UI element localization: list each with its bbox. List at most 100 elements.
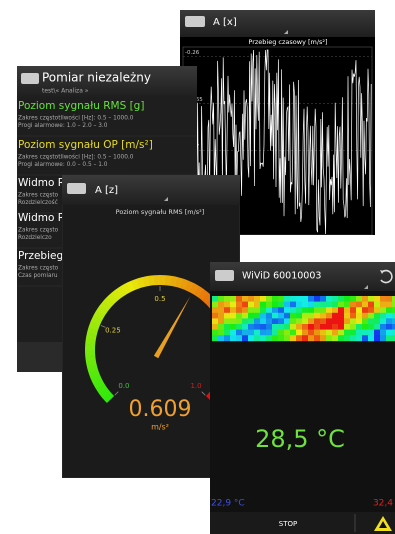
thermal-cell: [218, 330, 224, 336]
thermal-cell: [284, 313, 290, 319]
thermal-cell: [266, 330, 272, 336]
thermal-cell: [302, 335, 308, 341]
thermal-cell: [242, 324, 248, 330]
thermal-cell: [302, 330, 308, 336]
thermal-cell: [362, 307, 368, 313]
y-tick-label: -0.26: [185, 50, 200, 56]
thermal-cell: [374, 330, 380, 336]
item-title: Widmo R: [18, 177, 65, 189]
header-bar: [62, 175, 240, 205]
thermal-cell: [332, 335, 338, 341]
gauge-tick-label: 0.0: [118, 382, 129, 390]
thermal-cell: [368, 324, 374, 330]
thermal-cell: [296, 307, 302, 313]
app-icon: [215, 270, 234, 281]
thermal-cell: [386, 330, 392, 336]
gauge-tick-label: 1.0: [190, 382, 201, 390]
thermal-cell: [356, 318, 362, 324]
thermal-cell: [230, 324, 236, 330]
thermal-cell: [218, 318, 224, 324]
thermal-cell: [326, 318, 332, 324]
thermal-cell: [386, 318, 392, 324]
thermal-cell: [314, 302, 320, 308]
thermal-cell: [236, 335, 242, 341]
gauge-arc: [115, 293, 120, 297]
gauge-arc: [95, 318, 97, 323]
thermal-cell: [368, 313, 374, 319]
thermal-cell: [326, 330, 332, 336]
thermal-cell: [248, 307, 254, 313]
gauge-arc: [91, 333, 92, 339]
thermal-cell: [260, 330, 266, 336]
gauge-arc: [100, 386, 103, 391]
thermal-cell: [380, 313, 386, 319]
thermal-cell: [212, 307, 218, 313]
thermal-cell: [278, 296, 284, 302]
thermal-cell: [248, 313, 254, 319]
thermal-cell: [224, 307, 230, 313]
thermal-cell: [332, 313, 338, 319]
thermal-cell: [278, 302, 284, 308]
item-detail: Zakres często: [18, 266, 59, 272]
thermal-cell: [290, 335, 296, 341]
thermal-cell: [356, 324, 362, 330]
thermal-cell: [224, 335, 230, 341]
gauge-arc: [138, 282, 144, 284]
thermal-cell: [314, 335, 320, 341]
thermal-cell: [266, 302, 272, 308]
thermal-cell: [254, 324, 260, 330]
thermal-cell: [380, 318, 386, 324]
thermal-cell: [356, 307, 362, 313]
thermal-cell: [386, 296, 392, 302]
thermal-cell: [314, 313, 320, 319]
thermal-cell: [302, 296, 308, 302]
thermal-cell: [320, 335, 326, 341]
thermal-cell: [302, 324, 308, 330]
thermal-cell: [230, 313, 236, 319]
thermal-cell: [356, 335, 362, 341]
item-title: Poziom sygnału OP [m/s²]: [18, 139, 153, 151]
stop-button[interactable]: STOP: [279, 520, 297, 528]
thermal-cell: [344, 335, 350, 341]
thermal-cell: [374, 318, 380, 324]
gauge-arc: [133, 283, 138, 285]
thermal-cell: [272, 335, 278, 341]
thermal-cell: [380, 307, 386, 313]
thermal-cell: [332, 302, 338, 308]
thermal-cell: [272, 313, 278, 319]
thermal-cell: [350, 302, 356, 308]
thermal-cell: [266, 335, 272, 341]
thermal-cell: [284, 307, 290, 313]
thermal-cell: [380, 324, 386, 330]
thermal-cell: [332, 318, 338, 324]
thermal-cell: [254, 302, 260, 308]
thermal-cell: [212, 324, 218, 330]
thermal-cell: [218, 313, 224, 319]
thermal-cell: [338, 335, 344, 341]
thermal-cell: [260, 313, 266, 319]
thermal-cell: [278, 307, 284, 313]
thermal-cell: [236, 307, 242, 313]
item-detail: Czas pomiaru: [18, 273, 58, 279]
item-title: Przebieg: [18, 250, 63, 262]
thermal-cell: [368, 335, 374, 341]
gauge-arc: [92, 328, 94, 334]
gauge-tick-label: 0.5: [154, 295, 165, 303]
thermal-cell: [248, 302, 254, 308]
gauge-arc: [197, 290, 202, 293]
thermal-cell: [374, 296, 380, 302]
thermal-cell: [308, 330, 314, 336]
thermal-cell: [326, 313, 332, 319]
thermal-cell: [230, 318, 236, 324]
thermal-cell: [356, 330, 362, 336]
temperature: 28,5 °C: [255, 425, 345, 453]
thermal-cell: [242, 296, 248, 302]
thermal-cell: [374, 313, 380, 319]
screenshot-collage: A [x] Przebieg czasowy [m/s²] -0.26-0.26…: [0, 0, 395, 534]
thermal-cell: [338, 296, 344, 302]
thermal-cell: [218, 335, 224, 341]
thermal-cell: [320, 307, 326, 313]
thermal-cell: [242, 302, 248, 308]
gauge-arc: [171, 281, 177, 282]
thermal-cell: [230, 307, 236, 313]
